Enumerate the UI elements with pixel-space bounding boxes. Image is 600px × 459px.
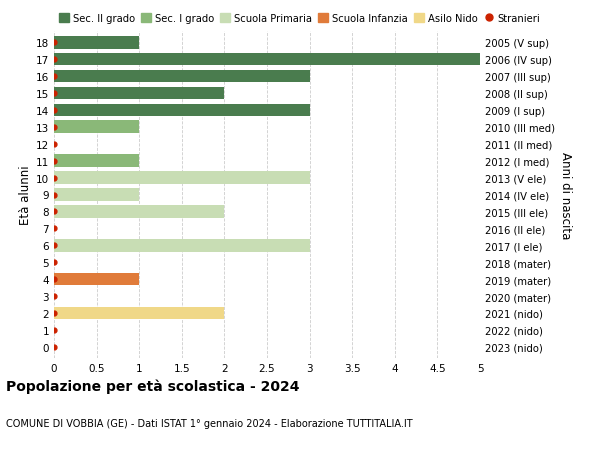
Bar [54, 104, 310, 117]
Bar [54, 206, 224, 218]
Y-axis label: Anni di nascita: Anni di nascita [559, 151, 572, 239]
Legend: Sec. II grado, Sec. I grado, Scuola Primaria, Scuola Infanzia, Asilo Nido, Stran: Sec. II grado, Sec. I grado, Scuola Prim… [59, 14, 541, 24]
Bar [54, 121, 139, 134]
Bar [54, 307, 224, 319]
Bar [54, 172, 310, 185]
Bar [54, 240, 310, 252]
Y-axis label: Età alunni: Età alunni [19, 165, 32, 225]
Text: COMUNE DI VOBBIA (GE) - Dati ISTAT 1° gennaio 2024 - Elaborazione TUTTITALIA.IT: COMUNE DI VOBBIA (GE) - Dati ISTAT 1° ge… [6, 418, 413, 428]
Bar [54, 189, 139, 202]
Bar [54, 155, 139, 168]
Bar [54, 37, 139, 50]
Bar [54, 273, 139, 286]
Text: Popolazione per età scolastica - 2024: Popolazione per età scolastica - 2024 [6, 379, 299, 393]
Bar [54, 71, 310, 83]
Bar [54, 87, 224, 100]
Bar [54, 54, 480, 66]
